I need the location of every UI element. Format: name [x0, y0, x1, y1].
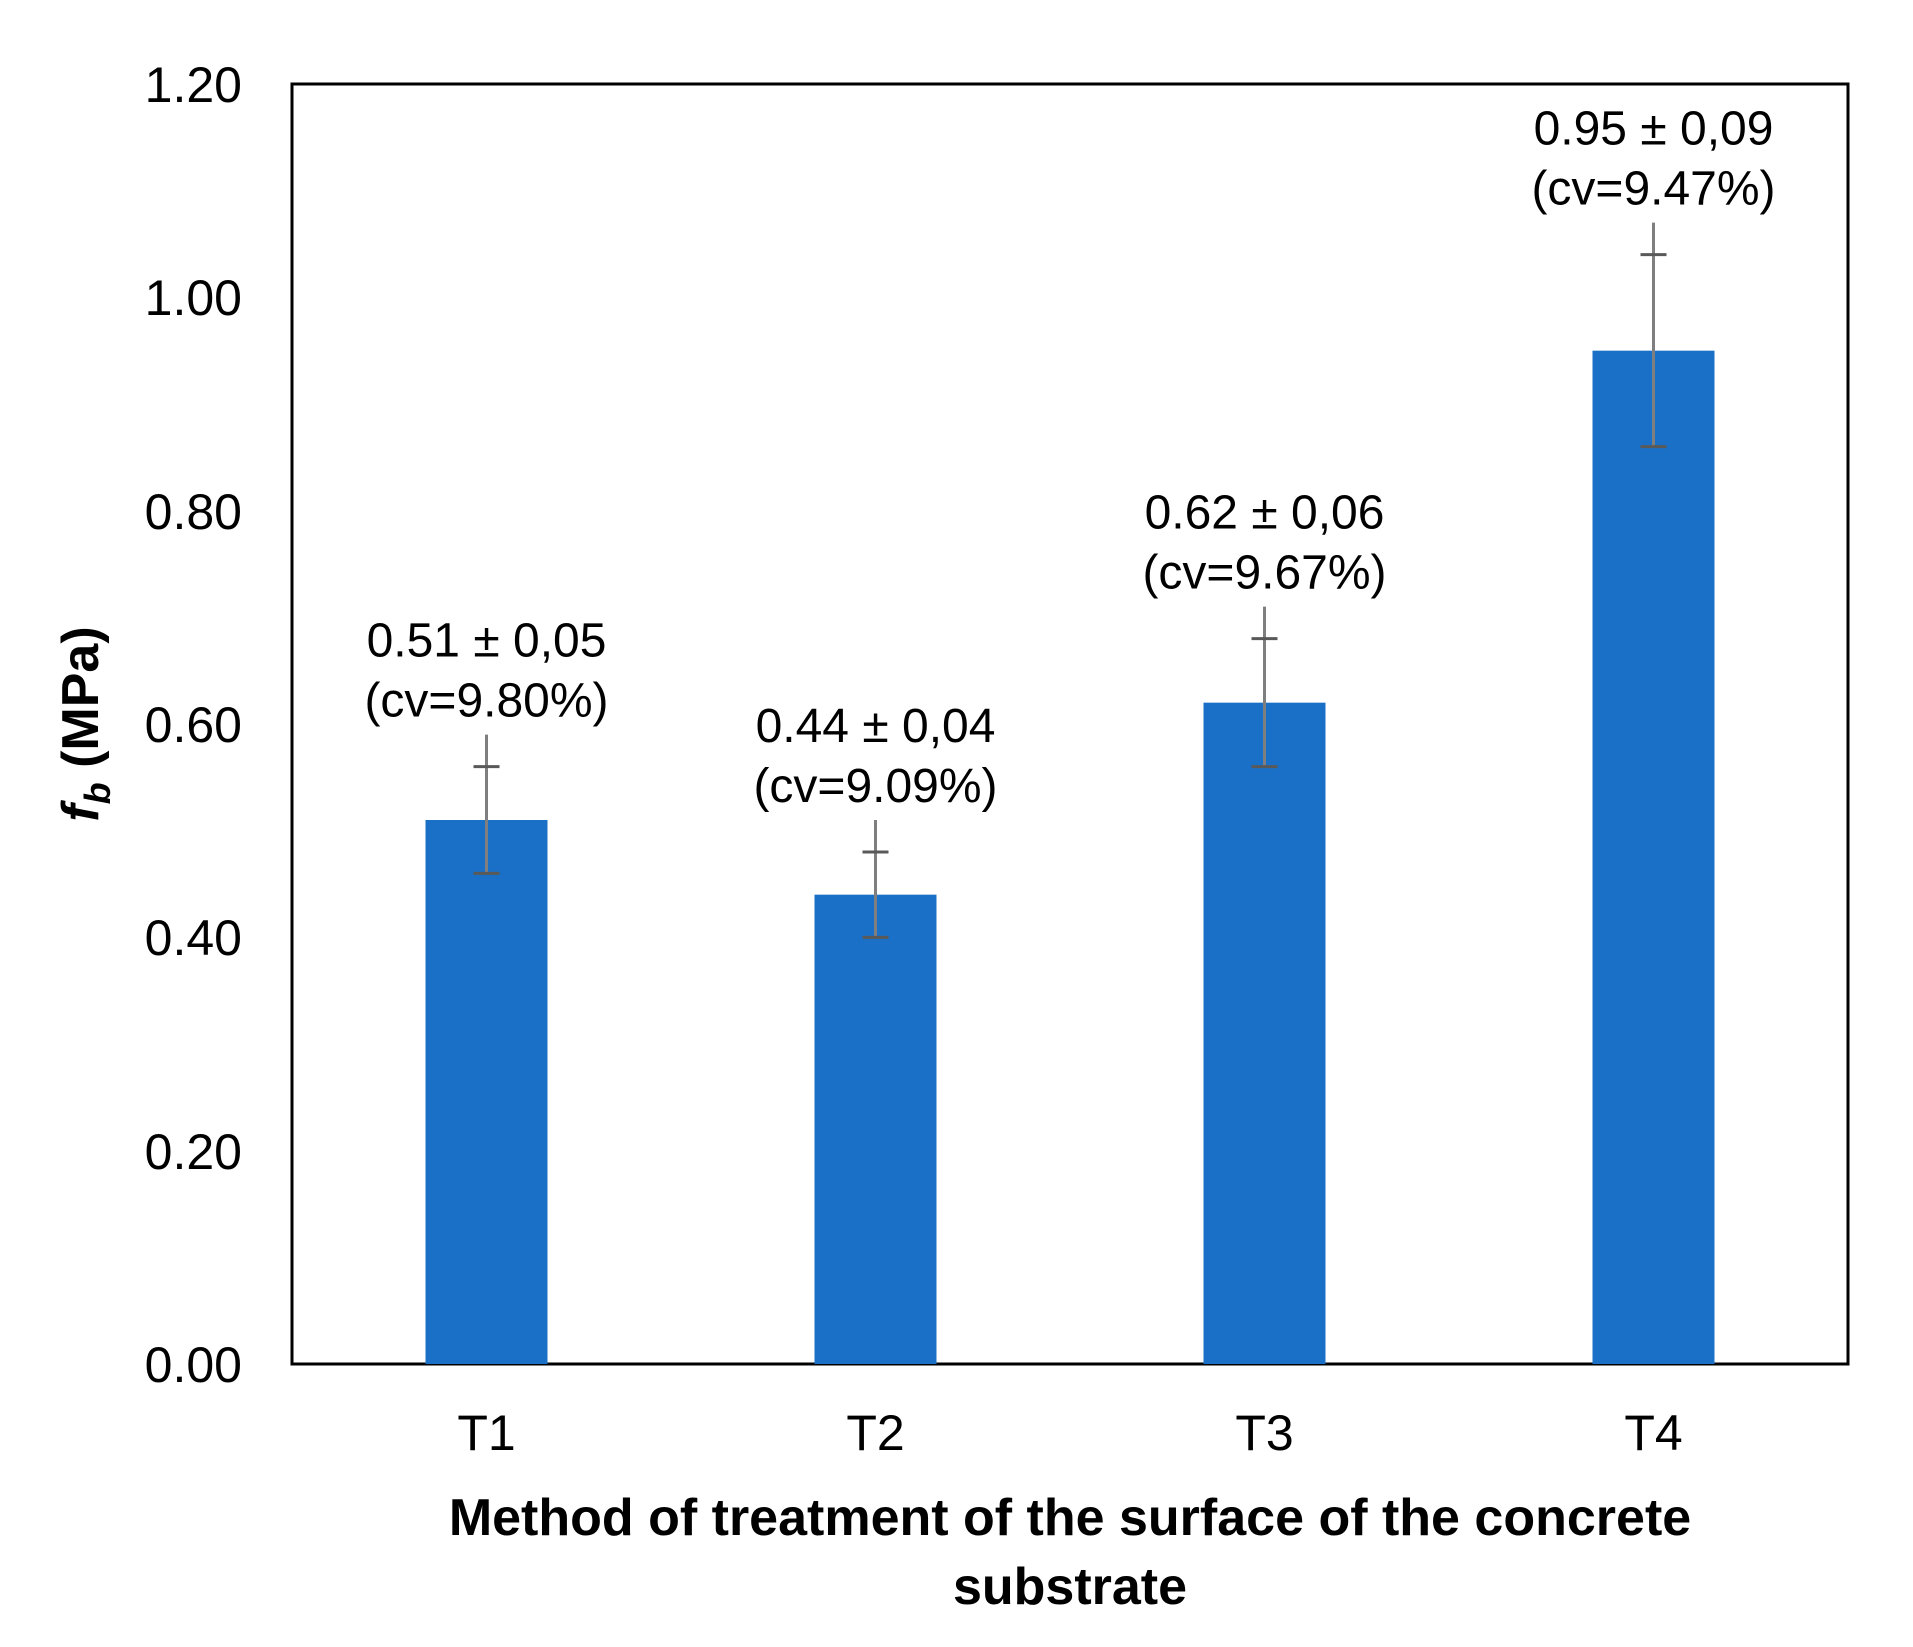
data-label-mean-t1: 0.51 ± 0,05 [367, 615, 607, 668]
data-label-mean-t3: 0.62 ± 0,06 [1145, 487, 1385, 540]
plot-area-frame [290, 82, 1850, 1366]
data-label-cv-t3: (cv=9.67%) [1142, 547, 1386, 600]
y-tick-label: 1.20 [145, 57, 242, 113]
error-bar-t3 [1251, 606, 1278, 769]
y-tick-labels: 0.00 0.20 0.40 0.60 0.80 1.00 1.20 [145, 57, 242, 1393]
error-bars [473, 222, 1667, 939]
data-label-mean-t4: 0.95 ± 0,09 [1534, 103, 1774, 156]
error-bar-t1 [473, 734, 500, 875]
x-tick-label-t1: T1 [457, 1405, 515, 1461]
data-label-cv-t4: (cv=9.47%) [1531, 163, 1775, 216]
bar-t3 [1203, 702, 1326, 1364]
x-tick-label-t2: T2 [846, 1405, 904, 1461]
error-bar-t2 [862, 820, 889, 939]
data-labels: 0.51 ± 0,05 (cv=9.80%) 0.44 ± 0,04 (cv=9… [364, 103, 1775, 813]
y-axis-title-subscript: b [77, 782, 118, 804]
x-tick-label-t4: T4 [1624, 1405, 1682, 1461]
error-bar-t4 [1640, 222, 1667, 449]
y-axis-title-unit: (MPa) [52, 626, 110, 782]
y-tick-label: 0.20 [145, 1124, 242, 1180]
y-axis-title: fb (MPa) [52, 626, 118, 821]
data-label-cv-t1: (cv=9.80%) [364, 675, 608, 728]
y-tick-label: 1.00 [145, 270, 242, 326]
y-axis-title-symbol: f [52, 800, 110, 822]
data-label-mean-t2: 0.44 ± 0,04 [756, 700, 996, 753]
x-axis-title-line2: substrate [953, 1558, 1187, 1616]
x-tick-labels: T1 T2 T3 T4 [457, 1405, 1682, 1461]
bar-t4 [1592, 350, 1715, 1365]
data-label-cv-t2: (cv=9.09%) [753, 760, 997, 813]
y-tick-label: 0.00 [145, 1337, 242, 1393]
bar-t1 [425, 820, 548, 1364]
y-tick-label: 0.40 [145, 910, 242, 966]
x-tick-label-t3: T3 [1235, 1405, 1293, 1461]
y-tick-label: 0.60 [145, 697, 242, 753]
bar-t2 [814, 894, 937, 1364]
x-axis-title-line1: Method of treatment of the surface of th… [449, 1489, 1691, 1547]
y-tick-label: 0.80 [145, 484, 242, 540]
bars [425, 350, 1715, 1365]
